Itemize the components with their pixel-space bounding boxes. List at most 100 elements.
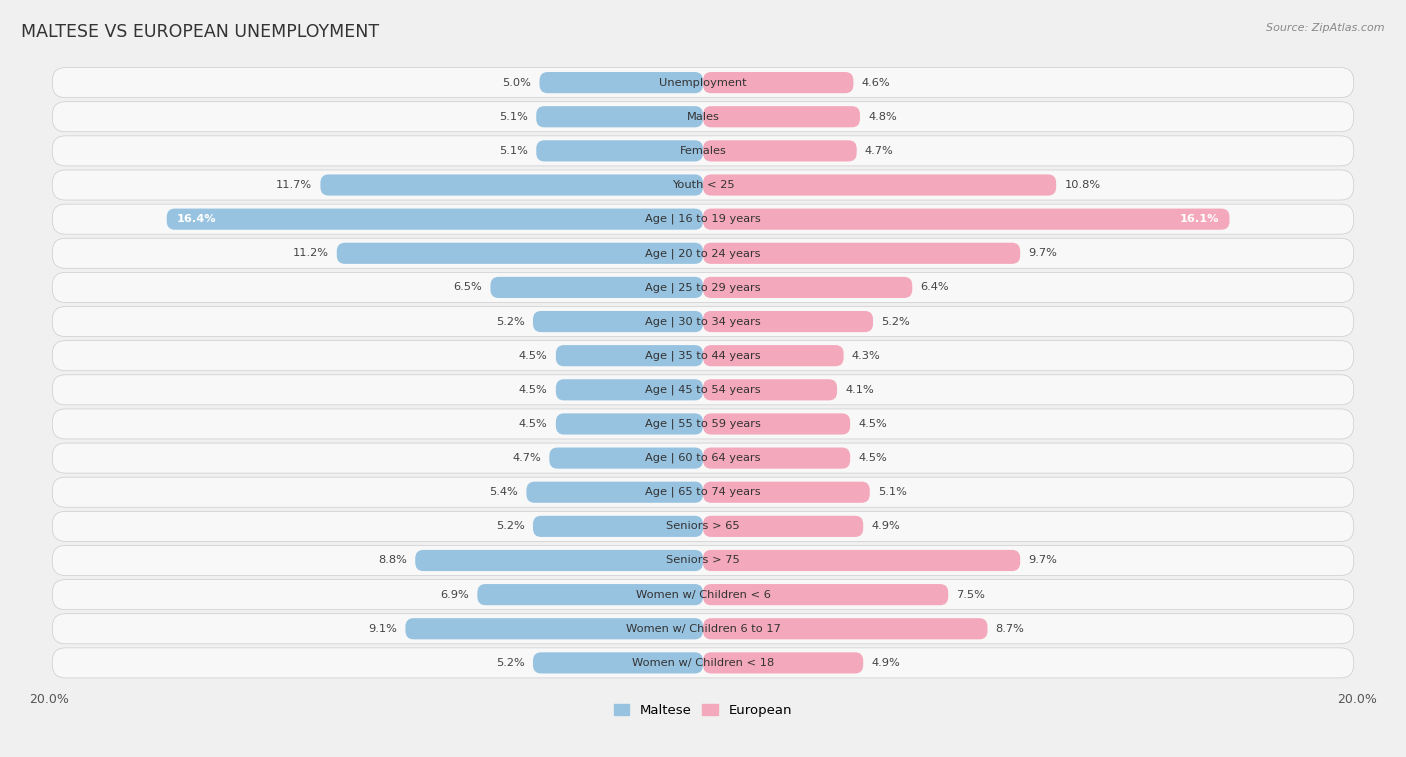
- Text: Age | 60 to 64 years: Age | 60 to 64 years: [645, 453, 761, 463]
- FancyBboxPatch shape: [52, 580, 1354, 609]
- Text: 16.4%: 16.4%: [177, 214, 217, 224]
- FancyBboxPatch shape: [703, 550, 1021, 571]
- Text: 6.4%: 6.4%: [921, 282, 949, 292]
- Text: 4.5%: 4.5%: [858, 419, 887, 429]
- Text: 5.2%: 5.2%: [496, 658, 524, 668]
- FancyBboxPatch shape: [52, 443, 1354, 473]
- Text: Age | 45 to 54 years: Age | 45 to 54 years: [645, 385, 761, 395]
- Text: 4.5%: 4.5%: [519, 419, 548, 429]
- FancyBboxPatch shape: [52, 648, 1354, 678]
- FancyBboxPatch shape: [52, 238, 1354, 268]
- Text: Unemployment: Unemployment: [659, 78, 747, 88]
- FancyBboxPatch shape: [703, 584, 948, 605]
- Text: 5.0%: 5.0%: [502, 78, 531, 88]
- FancyBboxPatch shape: [703, 243, 1021, 264]
- Text: 11.7%: 11.7%: [276, 180, 312, 190]
- FancyBboxPatch shape: [52, 341, 1354, 371]
- FancyBboxPatch shape: [337, 243, 703, 264]
- Text: 4.7%: 4.7%: [865, 146, 894, 156]
- Text: 8.7%: 8.7%: [995, 624, 1025, 634]
- FancyBboxPatch shape: [703, 516, 863, 537]
- FancyBboxPatch shape: [555, 379, 703, 400]
- Text: 4.5%: 4.5%: [519, 385, 548, 395]
- FancyBboxPatch shape: [703, 447, 851, 469]
- Text: 5.1%: 5.1%: [499, 112, 529, 122]
- Text: 4.9%: 4.9%: [872, 522, 900, 531]
- Text: 5.4%: 5.4%: [489, 488, 519, 497]
- FancyBboxPatch shape: [321, 174, 703, 195]
- FancyBboxPatch shape: [536, 140, 703, 161]
- FancyBboxPatch shape: [52, 375, 1354, 405]
- Text: Age | 16 to 19 years: Age | 16 to 19 years: [645, 214, 761, 224]
- FancyBboxPatch shape: [703, 379, 837, 400]
- FancyBboxPatch shape: [415, 550, 703, 571]
- Text: Age | 25 to 29 years: Age | 25 to 29 years: [645, 282, 761, 293]
- Legend: Maltese, European: Maltese, European: [609, 699, 797, 722]
- FancyBboxPatch shape: [703, 209, 1229, 229]
- Text: 5.1%: 5.1%: [877, 488, 907, 497]
- Text: 6.9%: 6.9%: [440, 590, 470, 600]
- Text: 4.5%: 4.5%: [858, 453, 887, 463]
- FancyBboxPatch shape: [703, 140, 856, 161]
- FancyBboxPatch shape: [167, 209, 703, 229]
- FancyBboxPatch shape: [52, 204, 1354, 234]
- FancyBboxPatch shape: [555, 413, 703, 435]
- FancyBboxPatch shape: [533, 653, 703, 674]
- Text: Age | 20 to 24 years: Age | 20 to 24 years: [645, 248, 761, 259]
- Text: 11.2%: 11.2%: [292, 248, 329, 258]
- FancyBboxPatch shape: [555, 345, 703, 366]
- FancyBboxPatch shape: [536, 106, 703, 127]
- Text: 5.2%: 5.2%: [882, 316, 910, 326]
- FancyBboxPatch shape: [533, 311, 703, 332]
- Text: 4.8%: 4.8%: [868, 112, 897, 122]
- FancyBboxPatch shape: [405, 618, 703, 640]
- FancyBboxPatch shape: [52, 136, 1354, 166]
- FancyBboxPatch shape: [533, 516, 703, 537]
- Text: 9.1%: 9.1%: [368, 624, 398, 634]
- FancyBboxPatch shape: [703, 413, 851, 435]
- Text: 4.7%: 4.7%: [512, 453, 541, 463]
- FancyBboxPatch shape: [540, 72, 703, 93]
- Text: 16.1%: 16.1%: [1180, 214, 1219, 224]
- Text: 4.6%: 4.6%: [862, 78, 890, 88]
- Text: 7.5%: 7.5%: [956, 590, 986, 600]
- Text: 5.2%: 5.2%: [496, 316, 524, 326]
- Text: 10.8%: 10.8%: [1064, 180, 1101, 190]
- FancyBboxPatch shape: [478, 584, 703, 605]
- FancyBboxPatch shape: [52, 546, 1354, 575]
- Text: Women w/ Children < 18: Women w/ Children < 18: [631, 658, 775, 668]
- FancyBboxPatch shape: [52, 67, 1354, 98]
- Text: Females: Females: [679, 146, 727, 156]
- FancyBboxPatch shape: [52, 477, 1354, 507]
- Text: 5.1%: 5.1%: [499, 146, 529, 156]
- FancyBboxPatch shape: [52, 307, 1354, 337]
- FancyBboxPatch shape: [703, 277, 912, 298]
- Text: 6.5%: 6.5%: [454, 282, 482, 292]
- Text: Age | 65 to 74 years: Age | 65 to 74 years: [645, 487, 761, 497]
- Text: Source: ZipAtlas.com: Source: ZipAtlas.com: [1267, 23, 1385, 33]
- Text: Women w/ Children < 6: Women w/ Children < 6: [636, 590, 770, 600]
- FancyBboxPatch shape: [526, 481, 703, 503]
- FancyBboxPatch shape: [52, 409, 1354, 439]
- Text: 4.5%: 4.5%: [519, 350, 548, 360]
- Text: Youth < 25: Youth < 25: [672, 180, 734, 190]
- Text: 8.8%: 8.8%: [378, 556, 408, 565]
- Text: 4.3%: 4.3%: [852, 350, 880, 360]
- Text: 4.1%: 4.1%: [845, 385, 875, 395]
- Text: Age | 35 to 44 years: Age | 35 to 44 years: [645, 350, 761, 361]
- Text: Males: Males: [686, 112, 720, 122]
- FancyBboxPatch shape: [703, 311, 873, 332]
- FancyBboxPatch shape: [703, 481, 870, 503]
- Text: 5.2%: 5.2%: [496, 522, 524, 531]
- Text: Seniors > 65: Seniors > 65: [666, 522, 740, 531]
- Text: MALTESE VS EUROPEAN UNEMPLOYMENT: MALTESE VS EUROPEAN UNEMPLOYMENT: [21, 23, 380, 41]
- FancyBboxPatch shape: [703, 174, 1056, 195]
- Text: Age | 55 to 59 years: Age | 55 to 59 years: [645, 419, 761, 429]
- Text: 9.7%: 9.7%: [1028, 556, 1057, 565]
- FancyBboxPatch shape: [52, 614, 1354, 643]
- Text: Women w/ Children 6 to 17: Women w/ Children 6 to 17: [626, 624, 780, 634]
- Text: 9.7%: 9.7%: [1028, 248, 1057, 258]
- Text: Age | 30 to 34 years: Age | 30 to 34 years: [645, 316, 761, 327]
- Text: Seniors > 75: Seniors > 75: [666, 556, 740, 565]
- FancyBboxPatch shape: [703, 72, 853, 93]
